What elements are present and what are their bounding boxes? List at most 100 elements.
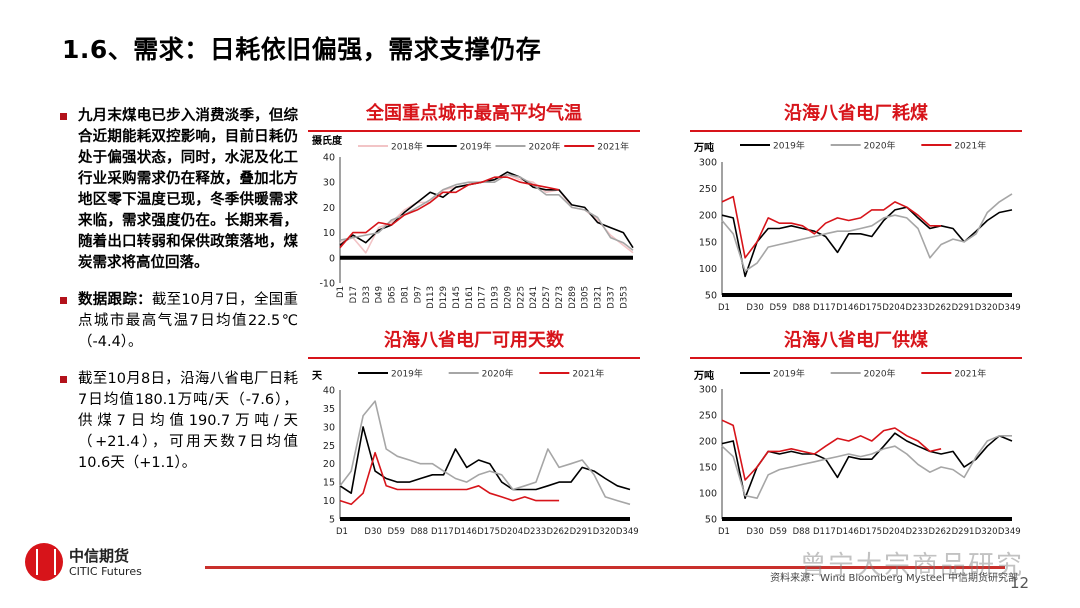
bullet-temperature-tracking: 数据跟踪：截至10月7日，全国重点城市最高气温7日均值22.5℃（-4.4）。	[58, 290, 298, 353]
chart-supply: 万吨 2019年 2020年 2021年 50 100 150 200 250 300 D1 D30 D…	[693, 368, 1021, 538]
x-tick-label: D1	[718, 527, 730, 537]
x-tick-label: D113	[426, 286, 436, 309]
legend-label: 2019年	[460, 141, 492, 153]
x-tick-label: D65	[388, 286, 398, 303]
x-tick-label: D320	[975, 527, 998, 537]
x-tick-label: D204	[882, 303, 905, 313]
bullet-marker	[60, 113, 67, 120]
y-tick-label: 5	[329, 515, 335, 526]
y-tick-label: 300	[699, 158, 717, 169]
x-tick-label: D262	[929, 527, 952, 537]
x-tick-label: D161	[465, 286, 475, 309]
y-tick-label: 40	[323, 153, 335, 164]
y-tick-label: 100	[699, 264, 717, 275]
bullet-marker	[60, 297, 67, 304]
page-number: 12	[1010, 574, 1030, 592]
x-tick-label: D1	[336, 527, 348, 537]
y-tick-label: 15	[323, 478, 335, 489]
bullet-power-plant-tracking: 截至10月8日，沿海八省电厂日耗7日均值180.1万吨/天（-7.6），供煤7日…	[58, 369, 298, 474]
x-tick-label: D262	[547, 527, 570, 537]
legend-label: 2020年	[864, 140, 896, 152]
series-line-2021年	[721, 195, 942, 259]
x-tick-label: D291	[570, 527, 593, 537]
x-tick-label: D59	[388, 527, 405, 537]
x-tick-label: D177	[478, 286, 488, 309]
bullet-demand-summary: 九月末煤电已步入消费淡季，但综合近期能耗双控影响，目前日耗仍处于偏强状态，同时，…	[58, 106, 298, 274]
legend-label: 2020年	[864, 368, 896, 380]
y-axis-unit: 摄氏度	[312, 134, 343, 147]
x-tick-label: D193	[491, 286, 501, 309]
series-line-2020年	[339, 173, 634, 251]
x-tick-label: D117	[813, 527, 836, 537]
x-tick-label: D289	[568, 286, 578, 309]
y-tick-label: 20	[323, 203, 335, 214]
title-divider	[308, 130, 640, 132]
chart-title: 沿海八省电厂可用天数	[384, 330, 564, 351]
y-tick-label: 0	[329, 253, 335, 264]
series-line-2021年	[721, 419, 942, 481]
x-tick-label: D175	[859, 303, 882, 313]
x-tick-label: D59	[770, 527, 787, 537]
x-tick-label: D117	[431, 527, 454, 537]
x-tick-label: D233	[523, 527, 546, 537]
x-tick-label: D30	[746, 527, 763, 537]
title-divider	[690, 357, 1022, 359]
x-tick-label: D241	[529, 286, 539, 309]
legend-label: 2021年	[954, 368, 986, 380]
x-tick-label: D175	[477, 527, 500, 537]
x-tick-label: D146	[836, 303, 859, 313]
legend-label: 2018年	[391, 141, 423, 153]
chart-title: 沿海八省电厂耗煤	[784, 103, 928, 124]
footer-divider	[205, 566, 1005, 569]
y-tick-label: 20	[323, 459, 335, 470]
x-tick-label: D1	[718, 303, 730, 313]
y-axis-unit: 天	[312, 370, 323, 382]
x-tick-label: D257	[542, 286, 552, 309]
y-tick-label: 35	[323, 404, 335, 415]
x-tick-label: D88	[793, 527, 810, 537]
citic-logo: 中信期货 CITIC Futures	[25, 543, 175, 583]
chart-consumption: 万吨 2019年 2020年 2021年 50 100 150 200 250 300 D1 D30 D…	[693, 140, 1021, 314]
y-tick-label: 300	[699, 385, 717, 396]
series-line-2020年	[339, 400, 631, 506]
x-tick-label: D305	[581, 286, 591, 309]
bullet-bold-text: 数据跟踪：	[78, 292, 152, 308]
series-line-2020年	[721, 435, 1012, 499]
y-tick-label: 250	[699, 184, 717, 195]
x-tick-label: D349	[616, 527, 639, 537]
chart-panel-supply: 沿海八省电厂供煤 万吨 2019年 2020年 2021年 50 100 150 200 250…	[690, 327, 1022, 542]
logo-text-cn: 中信期货	[69, 547, 130, 565]
y-axis-unit: 万吨	[693, 141, 714, 154]
legend-label: 2021年	[572, 368, 604, 380]
slide-title: 1.6、需求：日耗依旧偏强，需求支撑仍存	[62, 35, 542, 64]
series-line-2019年	[721, 206, 1013, 278]
y-tick-label: 250	[699, 411, 717, 422]
x-tick-label: D146	[454, 527, 477, 537]
title-divider	[308, 357, 640, 359]
y-tick-label: 50	[705, 515, 717, 526]
x-tick-label: D321	[594, 286, 604, 309]
x-tick-label: D145	[452, 286, 462, 309]
legend-label: 2020年	[482, 368, 514, 380]
x-tick-label: D81	[400, 286, 410, 303]
series-line-2019年	[339, 171, 634, 249]
chart-panel-temperature: 全国重点城市最高平均气温 摄氏度 2018年 2019年 2020年 2021年 -10 0…	[308, 100, 640, 315]
bullet-marker	[60, 376, 67, 383]
chart-title: 全国重点城市最高平均气温	[366, 103, 582, 124]
x-tick-label: D204	[500, 527, 523, 537]
bullet-list: 九月末煤电已步入消费淡季，但综合近期能耗双控影响，目前日耗仍处于偏强状态，同时，…	[58, 106, 298, 490]
x-tick-label: D49	[375, 286, 385, 303]
title-divider	[690, 130, 1022, 132]
y-tick-label: 100	[699, 489, 717, 500]
x-tick-label: D291	[952, 303, 975, 313]
y-axis-unit: 万吨	[693, 369, 714, 382]
legend-label: 2020年	[529, 141, 561, 153]
x-tick-label: D1	[336, 286, 346, 298]
bullet-text: 截至10月7日，全国重点城市最高气温7日均值22.5℃（-4.4）。	[78, 292, 299, 350]
x-tick-label: D175	[859, 527, 882, 537]
x-tick-label: D204	[882, 527, 905, 537]
y-tick-label: 40	[323, 386, 335, 397]
citic-logo-icon	[25, 543, 63, 581]
y-tick-label: 200	[699, 437, 717, 448]
watermark: 曾宁大宗商品研究	[800, 551, 1025, 581]
